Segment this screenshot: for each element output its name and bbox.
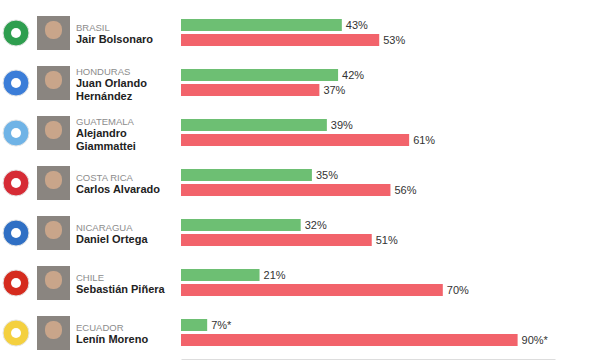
- president-label: Hernández: [76, 90, 133, 102]
- chart: BRASILJair Bolsonaro HONDURASJuan Orlando…: [0, 0, 589, 362]
- flag-detail: [11, 328, 21, 338]
- flag: [3, 20, 29, 46]
- flag-detail: [11, 128, 21, 138]
- portrait-face: [45, 121, 62, 139]
- data-label: 53%: [383, 34, 405, 46]
- flag: [3, 170, 29, 196]
- flag: [3, 120, 29, 146]
- country-label: COSTA RICA: [76, 172, 133, 183]
- country-label: ECUADOR: [76, 322, 124, 333]
- country-label: HONDURAS: [76, 66, 130, 77]
- portrait: [37, 116, 70, 150]
- bar: [181, 284, 443, 296]
- data-label: 32%: [305, 219, 327, 231]
- data-label: 51%: [376, 234, 398, 246]
- bar: [181, 19, 342, 31]
- portrait: [37, 166, 70, 200]
- x-axis-line: [182, 359, 556, 360]
- bar: [181, 234, 372, 246]
- bar: [181, 69, 338, 81]
- portrait-face: [45, 21, 62, 39]
- portrait: [37, 66, 70, 100]
- bar: [181, 184, 390, 196]
- bar: [181, 334, 518, 346]
- flag: [3, 220, 29, 246]
- data-label: 7%*: [211, 319, 232, 331]
- data-label: 70%: [447, 284, 469, 296]
- data-label: 90%*: [522, 334, 549, 346]
- country-label: NICARAGUA: [76, 222, 133, 233]
- bar: [181, 219, 301, 231]
- flag: [3, 320, 29, 346]
- data-label: 21%: [264, 269, 286, 281]
- data-label: 39%: [331, 119, 353, 131]
- data-label: 61%: [413, 134, 435, 146]
- flag-detail: [11, 28, 21, 38]
- x-axis: [182, 359, 556, 360]
- president-label: Sebastián Piñera: [76, 283, 166, 295]
- president-label: Lenín Moreno: [76, 333, 148, 345]
- decorations: [3, 16, 70, 350]
- portrait: [37, 16, 70, 50]
- portrait-face: [45, 221, 62, 239]
- bar: [181, 84, 319, 96]
- portrait-face: [45, 171, 62, 189]
- bar: [181, 319, 207, 331]
- bar: [181, 134, 409, 146]
- portrait-face: [45, 321, 62, 339]
- president-label: Juan Orlando: [76, 77, 147, 89]
- flag-detail: [11, 78, 21, 88]
- president-label: Jair Bolsonaro: [76, 33, 153, 45]
- bar: [181, 269, 260, 281]
- flag-detail: [11, 178, 21, 188]
- data-labels: 43% 42% 39% 35% 32% 21% 7%* 53% 37% 61% 56% 51% 70% 9…: [211, 19, 548, 346]
- president-label: Alejandro: [76, 127, 127, 139]
- country-label: CHILE: [76, 272, 104, 283]
- category-labels: BRASILJair Bolsonaro HONDURASJuan Orlando…: [76, 22, 166, 346]
- portrait: [37, 316, 70, 350]
- president-label: Daniel Ortega: [76, 233, 148, 245]
- flag: [3, 70, 29, 96]
- portrait-face: [45, 271, 62, 289]
- bar: [181, 119, 327, 131]
- bar: [181, 169, 312, 181]
- country-label: BRASIL: [76, 22, 110, 33]
- bars: [181, 19, 518, 346]
- portrait: [37, 216, 70, 250]
- data-label: 56%: [394, 184, 416, 196]
- president-label: Carlos Alvarado: [76, 183, 160, 195]
- flag-detail: [11, 278, 21, 288]
- data-label: 42%: [342, 69, 364, 81]
- portrait: [37, 266, 70, 300]
- data-label: 35%: [316, 169, 338, 181]
- data-label: 43%: [346, 19, 368, 31]
- portrait-face: [45, 71, 62, 89]
- bar: [181, 34, 379, 46]
- data-label: 37%: [323, 84, 345, 96]
- flag-detail: [11, 228, 21, 238]
- country-label: GUATEMALA: [76, 116, 135, 127]
- president-label: Giammattei: [76, 140, 136, 152]
- flag: [3, 270, 29, 296]
